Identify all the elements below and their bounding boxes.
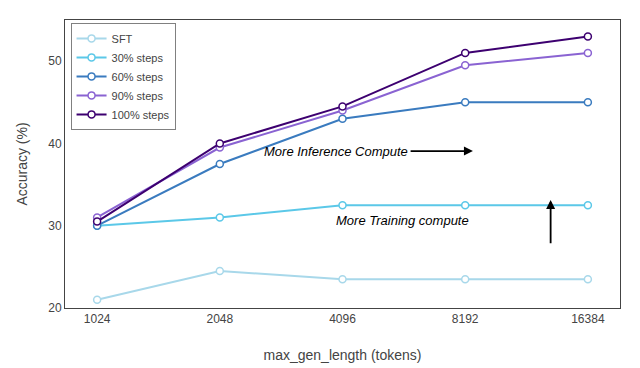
svg-text:Accuracy (%): Accuracy (%) [14,122,30,205]
svg-text:16384: 16384 [571,312,605,326]
svg-text:60% steps: 60% steps [112,71,164,83]
svg-text:2048: 2048 [206,312,233,326]
svg-text:max_gen_length (tokens): max_gen_length (tokens) [264,347,422,363]
svg-text:30% steps: 30% steps [112,52,164,64]
svg-text:1024: 1024 [84,312,111,326]
svg-text:More Inference Compute: More Inference Compute [264,144,408,159]
svg-text:90% steps: 90% steps [112,90,164,102]
svg-text:40: 40 [48,137,62,151]
svg-text:8192: 8192 [452,312,479,326]
svg-text:4096: 4096 [329,312,356,326]
svg-text:20: 20 [48,301,62,315]
svg-text:More Training compute: More Training compute [336,213,469,228]
svg-text:50: 50 [48,54,62,68]
svg-text:30: 30 [48,219,62,233]
svg-text:SFT: SFT [112,33,133,45]
svg-text:100% steps: 100% steps [112,109,170,121]
